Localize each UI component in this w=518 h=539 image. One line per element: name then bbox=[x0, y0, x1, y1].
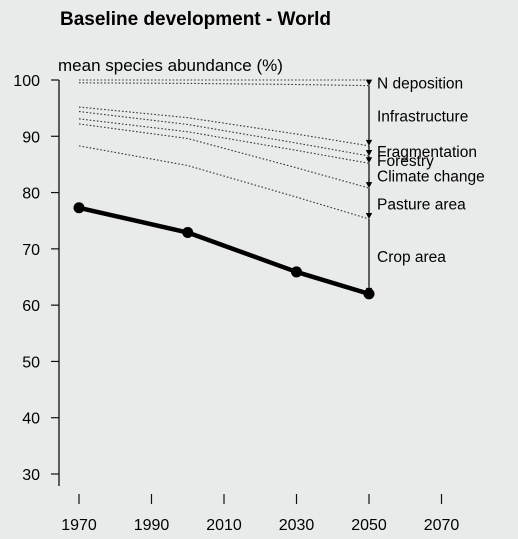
dotted-line-3 bbox=[78, 118, 370, 164]
y-tick-label-50: 50 bbox=[22, 354, 40, 371]
y-tick-label-70: 70 bbox=[22, 242, 40, 259]
dotted-line-6 bbox=[78, 82, 370, 87]
annotation-6: Crop area bbox=[377, 249, 446, 266]
x-tick-label-1990: 1990 bbox=[134, 517, 170, 534]
dotted-line-1 bbox=[78, 145, 370, 220]
arrow-head-6 bbox=[365, 287, 373, 294]
x-ticks: 1970 1990 2010 2030 2050 2070 bbox=[61, 494, 459, 534]
annotation-0: N deposition bbox=[377, 75, 463, 92]
baseline-series bbox=[73, 202, 375, 300]
x-tick-label-1970: 1970 bbox=[61, 517, 97, 534]
annotation-4: Climate change bbox=[377, 169, 485, 186]
arrow-head-2 bbox=[365, 149, 373, 156]
dotted-line-4 bbox=[78, 110, 370, 157]
y-tick-label-30: 30 bbox=[22, 467, 40, 484]
y-tick-label-90: 90 bbox=[22, 129, 40, 146]
x-tick-label-2070: 2070 bbox=[424, 517, 460, 534]
dotted-line-5 bbox=[78, 106, 370, 147]
baseline-point-2000 bbox=[182, 227, 194, 239]
y-tick-label-60: 60 bbox=[22, 298, 40, 315]
x-tick-label-2050: 2050 bbox=[351, 517, 387, 534]
x-tick-label-2030: 2030 bbox=[279, 517, 315, 534]
baseline-point-1970 bbox=[73, 202, 85, 214]
arrow-head-3 bbox=[365, 157, 373, 164]
baseline-line bbox=[76, 205, 372, 297]
y-axis-label: mean species abundance (%) bbox=[58, 56, 283, 75]
contribution-arrows bbox=[365, 79, 373, 294]
y-tick-label-100: 100 bbox=[13, 73, 40, 90]
arrow-head-4 bbox=[365, 182, 373, 189]
annotation-3: Forestry bbox=[377, 153, 434, 170]
y-tick-label-80: 80 bbox=[22, 186, 40, 203]
chart-title: Baseline development - World bbox=[60, 9, 331, 30]
pressure-lines bbox=[78, 79, 370, 220]
y-ticks: 30 40 50 60 70 80 90 100 bbox=[13, 73, 59, 484]
baseline-point-2030 bbox=[291, 266, 302, 278]
arrow-head-5 bbox=[365, 213, 373, 220]
dotted-line-2 bbox=[78, 123, 370, 189]
annotations: N deposition Infrastructure FragmentationF… bbox=[377, 75, 485, 266]
y-tick-label-40: 40 bbox=[22, 411, 40, 428]
arrow-head-1 bbox=[365, 139, 373, 146]
arrow-head-0 bbox=[365, 79, 373, 86]
annotation-1: Infrastructure bbox=[377, 108, 468, 125]
x-tick-label-2010: 2010 bbox=[206, 517, 242, 534]
annotation-2: Fragmentation bbox=[377, 144, 477, 161]
annotation-5: Pasture area bbox=[377, 196, 466, 213]
